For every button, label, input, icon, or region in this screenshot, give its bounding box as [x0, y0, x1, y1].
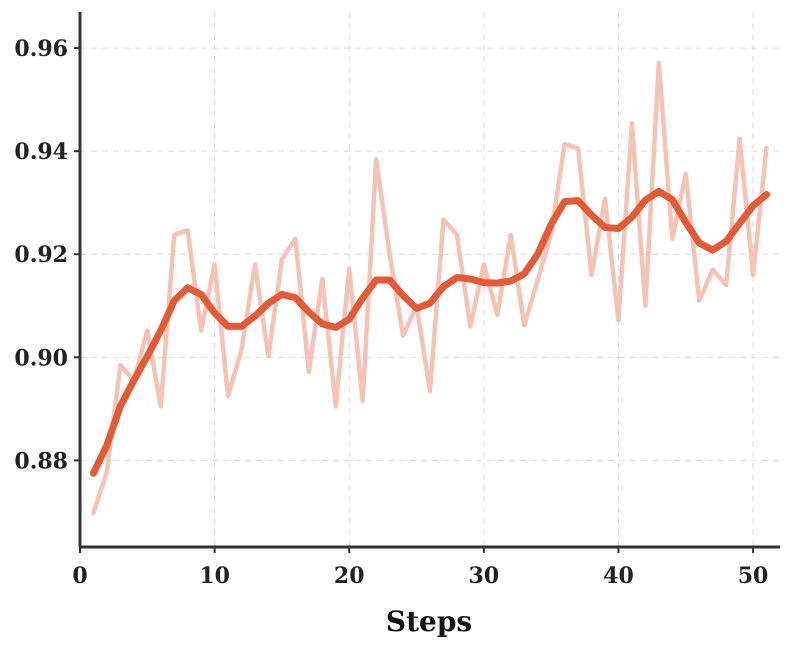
- smoothed-series-line: [89, 187, 771, 477]
- ticks: 0 10 20 30 40 50 0.88 0.90 0.92 0.94 0.96: [14, 36, 768, 589]
- x-tick-label: 40: [603, 563, 634, 589]
- y-tick-label: 0.96: [14, 36, 68, 62]
- y-tick-label: 0.92: [14, 242, 68, 268]
- x-tick-label: 50: [738, 563, 769, 589]
- y-tick-label: 0.94: [14, 139, 68, 165]
- series-group: [89, 60, 771, 516]
- axes: [78, 12, 780, 549]
- x-axis-title: Steps: [386, 605, 472, 638]
- x-tick-label: 20: [334, 563, 365, 589]
- x-tick-label: 10: [199, 563, 230, 589]
- y-tick-label: 0.88: [14, 448, 68, 474]
- y-tick-label: 0.90: [14, 345, 68, 371]
- raw-series-line: [91, 60, 769, 516]
- x-tick-label: 0: [72, 563, 87, 589]
- grid-lines: [80, 12, 780, 547]
- x-tick-label: 30: [469, 563, 500, 589]
